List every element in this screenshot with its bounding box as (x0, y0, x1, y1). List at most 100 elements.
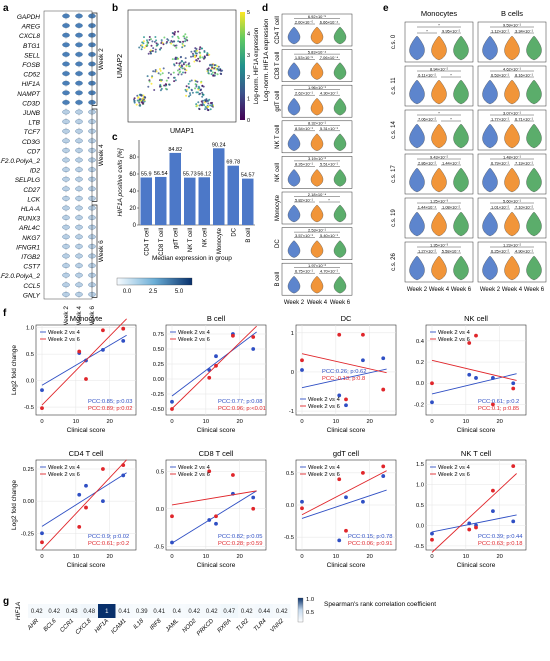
f-ytick: 0.5 (286, 471, 294, 477)
f-point-red (101, 467, 105, 471)
gene-label: KLF2.0.PolyA_2 (0, 273, 40, 280)
umap-point (162, 43, 165, 46)
gene-label: LTB (29, 120, 41, 127)
c-bar (227, 165, 239, 225)
colorbar-tick: 4 (247, 32, 250, 38)
umap-point (180, 73, 183, 76)
f-plot-frame (425, 324, 527, 416)
expression-dot (62, 71, 70, 76)
umap-point (185, 90, 188, 93)
d-violin (310, 133, 324, 151)
f-xlabel: Clinical score (67, 427, 106, 434)
gene-label: FOSB (22, 62, 40, 69)
g-heat-cell (63, 604, 81, 618)
d-cell-label: B cell (275, 272, 281, 287)
umap-point (175, 44, 178, 47)
e-violin (431, 255, 447, 281)
umap-point (146, 44, 148, 47)
g-heat-cell (28, 604, 46, 618)
umap-point (142, 42, 145, 45)
umap-point (151, 40, 154, 43)
f-pcc-red: PCC:0.06; p:0.91 (348, 541, 392, 547)
d-pval: 8.32×10⁻¹ (308, 121, 327, 126)
umap-point (141, 44, 144, 47)
e-row-label: c.s. 0 (391, 34, 397, 49)
umap-point (203, 99, 206, 102)
expression-dot (75, 292, 83, 297)
f-point-blue (40, 531, 44, 536)
umap-point (146, 39, 148, 42)
umap-point (152, 47, 155, 50)
umap-ylabel: UMAP2 (117, 54, 124, 78)
umap-point (153, 89, 156, 91)
c-category-label: CD8 T cell (159, 228, 165, 256)
expression-dot (62, 138, 70, 144)
c-ytick-label: 40 (129, 189, 136, 195)
expression-dot (75, 167, 83, 172)
expression-dot (75, 109, 83, 115)
expression-dot (62, 90, 70, 96)
umap-point (159, 85, 161, 88)
d-cell-label: CD4 T cell (275, 16, 281, 44)
g-heat-cell (203, 604, 221, 618)
f-xtick: 10 (73, 419, 79, 425)
umap-point (172, 71, 175, 74)
umap-colorbar (240, 12, 245, 120)
f-point-blue (381, 356, 386, 361)
f-point-blue (361, 358, 365, 363)
g-cell-value: 0.41 (153, 609, 165, 615)
expression-dot (62, 244, 70, 249)
umap-point (200, 100, 203, 103)
umap-point (176, 69, 179, 72)
umap-point (204, 108, 207, 111)
umap-point (165, 42, 168, 45)
f-pcc-blue: PCC:0.61; p:0.2 (478, 399, 519, 405)
expression-dot (62, 13, 70, 19)
f-xtick: 10 (73, 554, 79, 560)
f-pcc-blue: PCC:0.15; p:0.78 (348, 534, 392, 540)
gene-label: SELPLG (15, 177, 40, 184)
panel-label-b: b (112, 3, 118, 14)
e-subplot-frame (477, 21, 547, 63)
g-cell-value: 0.42 (206, 609, 218, 615)
f-ytick: 0.00 (153, 377, 164, 383)
f-ytick: 1.0 (416, 483, 424, 489)
c-category-label: gdT cell (173, 228, 179, 249)
c-ytick-label: 20 (129, 206, 136, 212)
d-violin (287, 26, 301, 45)
e-violin (482, 255, 498, 281)
umap-point (155, 42, 158, 45)
d-violin (333, 97, 347, 116)
e-pval: 9.59×10⁻¹ (503, 22, 522, 27)
f-point-blue (207, 518, 212, 522)
e-pval: 6.11×10⁻² (418, 72, 436, 77)
expression-dot (62, 109, 70, 115)
e-pval: 1.12×10⁻¹ (491, 28, 510, 33)
f-legend-label: Week 2 vs 4 (48, 465, 81, 471)
umap-point (205, 98, 208, 101)
umap-point (199, 46, 202, 49)
expression-dot (75, 186, 83, 192)
e-pval: 1.27×10⁻² (418, 248, 437, 253)
f-ytick: 1 (291, 331, 294, 337)
expression-dot (62, 42, 70, 48)
f-ytick: -0.5 (284, 535, 294, 541)
f-point-red (474, 333, 478, 338)
gene-label: JUNB (22, 110, 41, 117)
f-point-red (361, 470, 365, 475)
d-pval: 6.66×10⁻⁴ (320, 19, 339, 24)
e-pval: 8.16×10⁻¹ (515, 72, 534, 77)
d-pval: 7.06×10⁻⁴ (320, 55, 339, 60)
f-point-blue (491, 509, 495, 514)
expression-dot (62, 205, 70, 211)
d-violin (287, 169, 301, 187)
umap-point (211, 105, 213, 108)
umap-point (159, 78, 162, 81)
d-violin (287, 275, 301, 294)
umap-point (164, 84, 167, 87)
expression-dot (75, 253, 83, 259)
umap-point (154, 36, 157, 38)
f-xtick: 0 (40, 554, 43, 560)
expression-dot (75, 90, 83, 96)
umap-point (143, 96, 146, 98)
